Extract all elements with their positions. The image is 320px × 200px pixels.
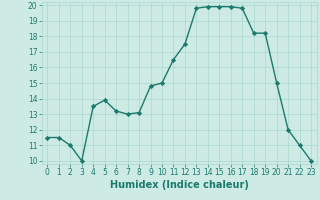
X-axis label: Humidex (Indice chaleur): Humidex (Indice chaleur) <box>110 180 249 190</box>
